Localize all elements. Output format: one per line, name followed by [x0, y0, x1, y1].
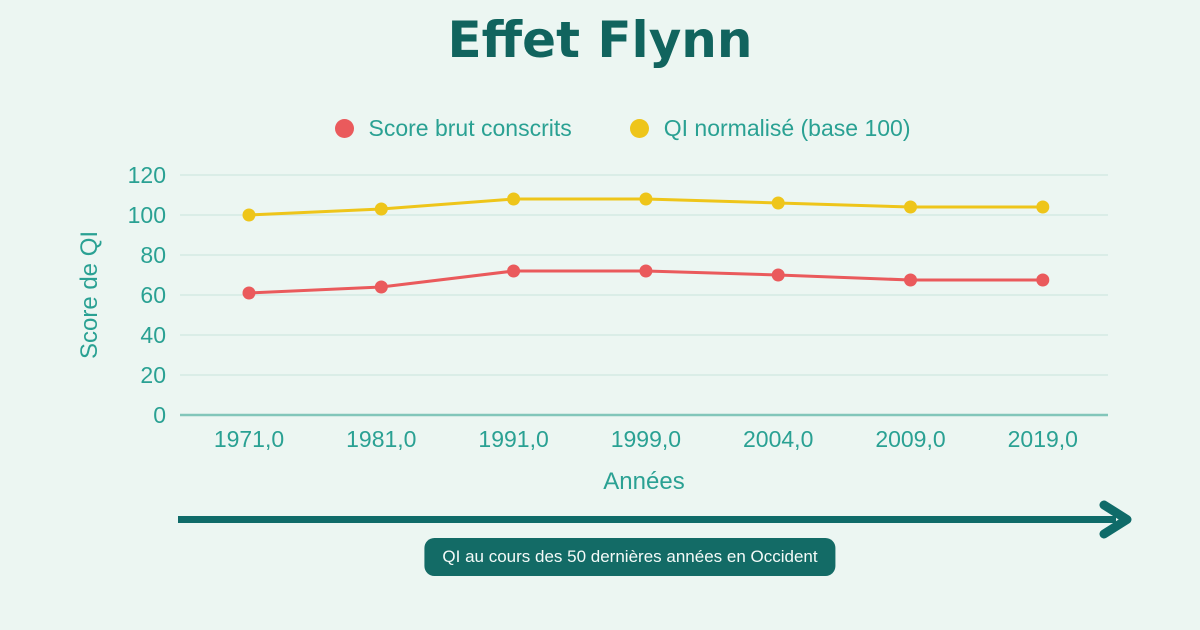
legend-marker-yellow-icon: [629, 119, 649, 138]
data-point: [771, 268, 785, 282]
x-axis-title: Années: [603, 468, 684, 495]
caption-badge: QI au cours des 50 dernières années en O…: [424, 538, 836, 576]
svg-text:60: 60: [140, 282, 166, 308]
data-point: [242, 208, 256, 222]
svg-text:40: 40: [140, 322, 166, 348]
data-point: [771, 196, 785, 210]
legend-marker-red-icon: [334, 119, 354, 138]
data-point: [374, 280, 388, 294]
svg-text:2004,0: 2004,0: [743, 426, 813, 452]
svg-text:2019,0: 2019,0: [1008, 426, 1078, 452]
data-point: [639, 192, 653, 206]
svg-text:100: 100: [128, 202, 166, 228]
data-point: [1036, 200, 1050, 214]
data-point: [507, 264, 521, 278]
svg-text:2009,0: 2009,0: [875, 426, 945, 452]
y-axis-title: Score de QI: [76, 231, 103, 359]
svg-text:120: 120: [128, 162, 166, 188]
data-point: [639, 264, 653, 278]
data-point: [904, 200, 917, 214]
svg-text:1999,0: 1999,0: [611, 426, 681, 452]
legend-item-score-brut: Score brut conscrits: [334, 115, 572, 142]
legend-item-qi-normalise: QI normalisé (base 100): [629, 115, 911, 142]
svg-text:80: 80: [140, 242, 166, 268]
data-point: [1036, 273, 1050, 287]
series-1: [242, 192, 1050, 222]
svg-text:1991,0: 1991,0: [478, 426, 548, 452]
chart-legend: Score brut conscrits QI normalisé (base …: [45, 115, 1200, 142]
svg-text:0: 0: [153, 402, 166, 428]
legend-label-qi-normalise: QI normalisé (base 100): [663, 115, 911, 141]
data-point: [374, 202, 388, 216]
x-axis-ticks: 1971,0 1981,0 1991,0 1999,0 2004,0 2009,0 2019…: [214, 426, 1078, 452]
data-point: [242, 286, 256, 300]
series-0: [242, 264, 1050, 300]
svg-text:20: 20: [140, 362, 166, 388]
y-axis-ticks: 0 20 40 60 80 100 120: [128, 162, 166, 428]
legend-label-score-brut: Score brut conscrits: [368, 115, 572, 141]
svg-text:1981,0: 1981,0: [346, 426, 416, 452]
page-title: Effet Flynn: [447, 11, 753, 69]
data-point: [507, 192, 521, 206]
data-point: [904, 273, 917, 287]
svg-text:1971,0: 1971,0: [214, 426, 284, 452]
gridlines: [180, 174, 1108, 417]
